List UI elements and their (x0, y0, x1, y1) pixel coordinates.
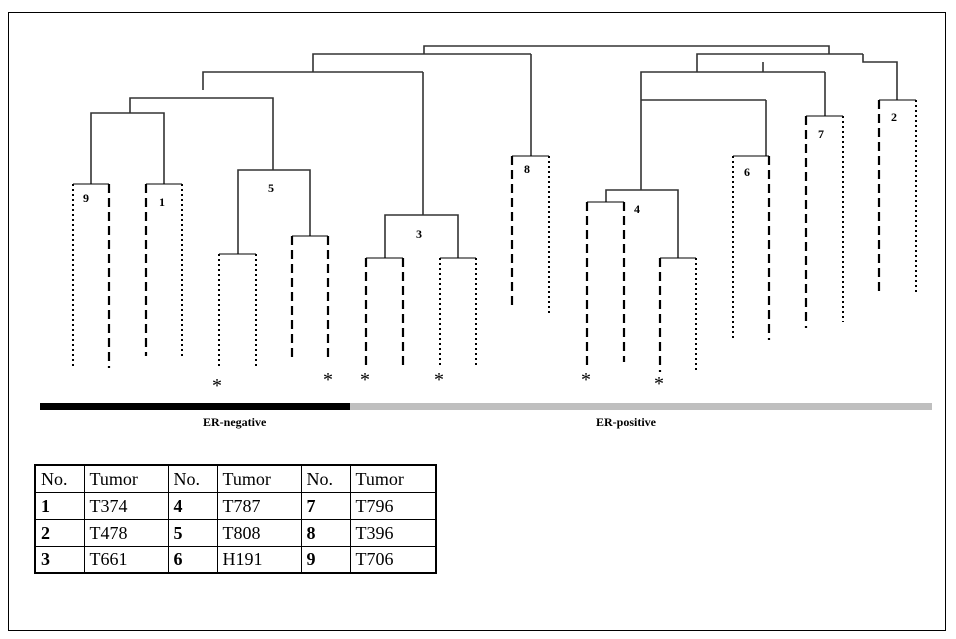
leaf-pair-8 (510, 155, 550, 316)
asterisk-marker: * (212, 375, 222, 397)
asterisk-marker: * (323, 369, 333, 391)
legend-header-cell: Tumor (83, 464, 169, 493)
figure-frame (8, 12, 946, 631)
leaf-pair-9 (72, 183, 111, 368)
legend-tumor: T796 (349, 491, 437, 520)
cluster-label-9: 9 (83, 191, 89, 205)
legend-number: 5 (167, 518, 218, 547)
legend-number: 3 (34, 545, 85, 574)
cluster-label-5: 5 (268, 181, 274, 195)
legend-number: 7 (300, 491, 351, 520)
asterisk-marker: * (581, 369, 591, 391)
legend-tumor: T808 (216, 518, 302, 547)
leaf-pair-5b (290, 235, 330, 362)
legend-header-row: No. Tumor No. Tumor No. Tumor (34, 464, 437, 493)
cluster-label-7: 7 (818, 127, 824, 141)
legend-tumor: T374 (83, 491, 169, 520)
legend-tumor: H191 (216, 545, 302, 574)
legend-tumor: T396 (349, 518, 437, 547)
legend-number: 9 (300, 545, 351, 574)
leaf-pairs (72, 99, 917, 372)
branch-left-er-neg (202, 71, 423, 90)
cluster-label-1: 1 (159, 195, 165, 209)
leaf-pair-7 (804, 115, 844, 328)
tumor-legend-table: No. Tumor No. Tumor No. Tumor 1 T374 4 T… (34, 464, 437, 574)
asterisk-marker: * (360, 369, 370, 391)
tree-branches (90, 45, 898, 258)
legend-number: 2 (34, 518, 85, 547)
dendrogram: 9 1 5 3 8 4 6 7 2 * * * * * * ER-negativ… (40, 45, 932, 429)
leaf-pair-5a (218, 253, 257, 368)
leaf-pair-2 (877, 99, 917, 292)
er-negative-label: ER-negative (203, 415, 267, 429)
cluster-label-2: 2 (891, 110, 897, 124)
er-negative-bar (40, 403, 350, 410)
cluster-label-6: 6 (744, 165, 750, 179)
branch-right-main (696, 53, 863, 72)
branch-5-split (237, 169, 311, 254)
legend-number: 6 (167, 545, 218, 574)
legend-header-cell: No. (300, 464, 351, 493)
leaf-pair-3b (439, 257, 477, 368)
branch-right-sub2 (640, 71, 825, 100)
branch-4-split (605, 189, 679, 258)
branch-left-main (312, 53, 531, 72)
cluster-label-4: 4 (634, 202, 640, 216)
er-positive-bar (350, 403, 932, 410)
legend-number: 1 (34, 491, 85, 520)
legend-header-cell: No. (34, 464, 85, 493)
legend-header-cell: Tumor (216, 464, 302, 493)
leaf-pair-4b (658, 257, 697, 372)
legend-tumor: T478 (83, 518, 169, 547)
legend-tumor: T787 (216, 491, 302, 520)
legend-row: 2 T478 5 T808 8 T396 (34, 518, 437, 547)
leaf-pair-4a (585, 201, 626, 368)
legend-row: 1 T374 4 T787 7 T796 (34, 491, 437, 520)
branch-left-er-neg-sub (129, 97, 274, 108)
branch-2-stem (862, 54, 898, 100)
asterisk-marker: * (654, 373, 664, 395)
cluster-label-3: 3 (416, 227, 422, 241)
leaf-pair-3a (364, 257, 405, 368)
er-positive-label: ER-positive (596, 415, 657, 429)
legend-header-cell: Tumor (349, 464, 437, 493)
branch-3-split (384, 214, 459, 258)
legend-tumor: T706 (349, 545, 437, 574)
leaf-pair-6 (732, 155, 771, 340)
legend-row: 3 T661 6 H191 9 T706 (34, 545, 437, 574)
legend-header-cell: No. (167, 464, 218, 493)
leaf-pair-1 (144, 183, 183, 356)
branch-root (423, 45, 830, 54)
cluster-label-8: 8 (524, 162, 530, 176)
legend-tumor: T661 (83, 545, 169, 574)
legend-number: 4 (167, 491, 218, 520)
branch-9-1 (90, 112, 165, 184)
legend-number: 8 (300, 518, 351, 547)
asterisk-marker: * (434, 369, 444, 391)
